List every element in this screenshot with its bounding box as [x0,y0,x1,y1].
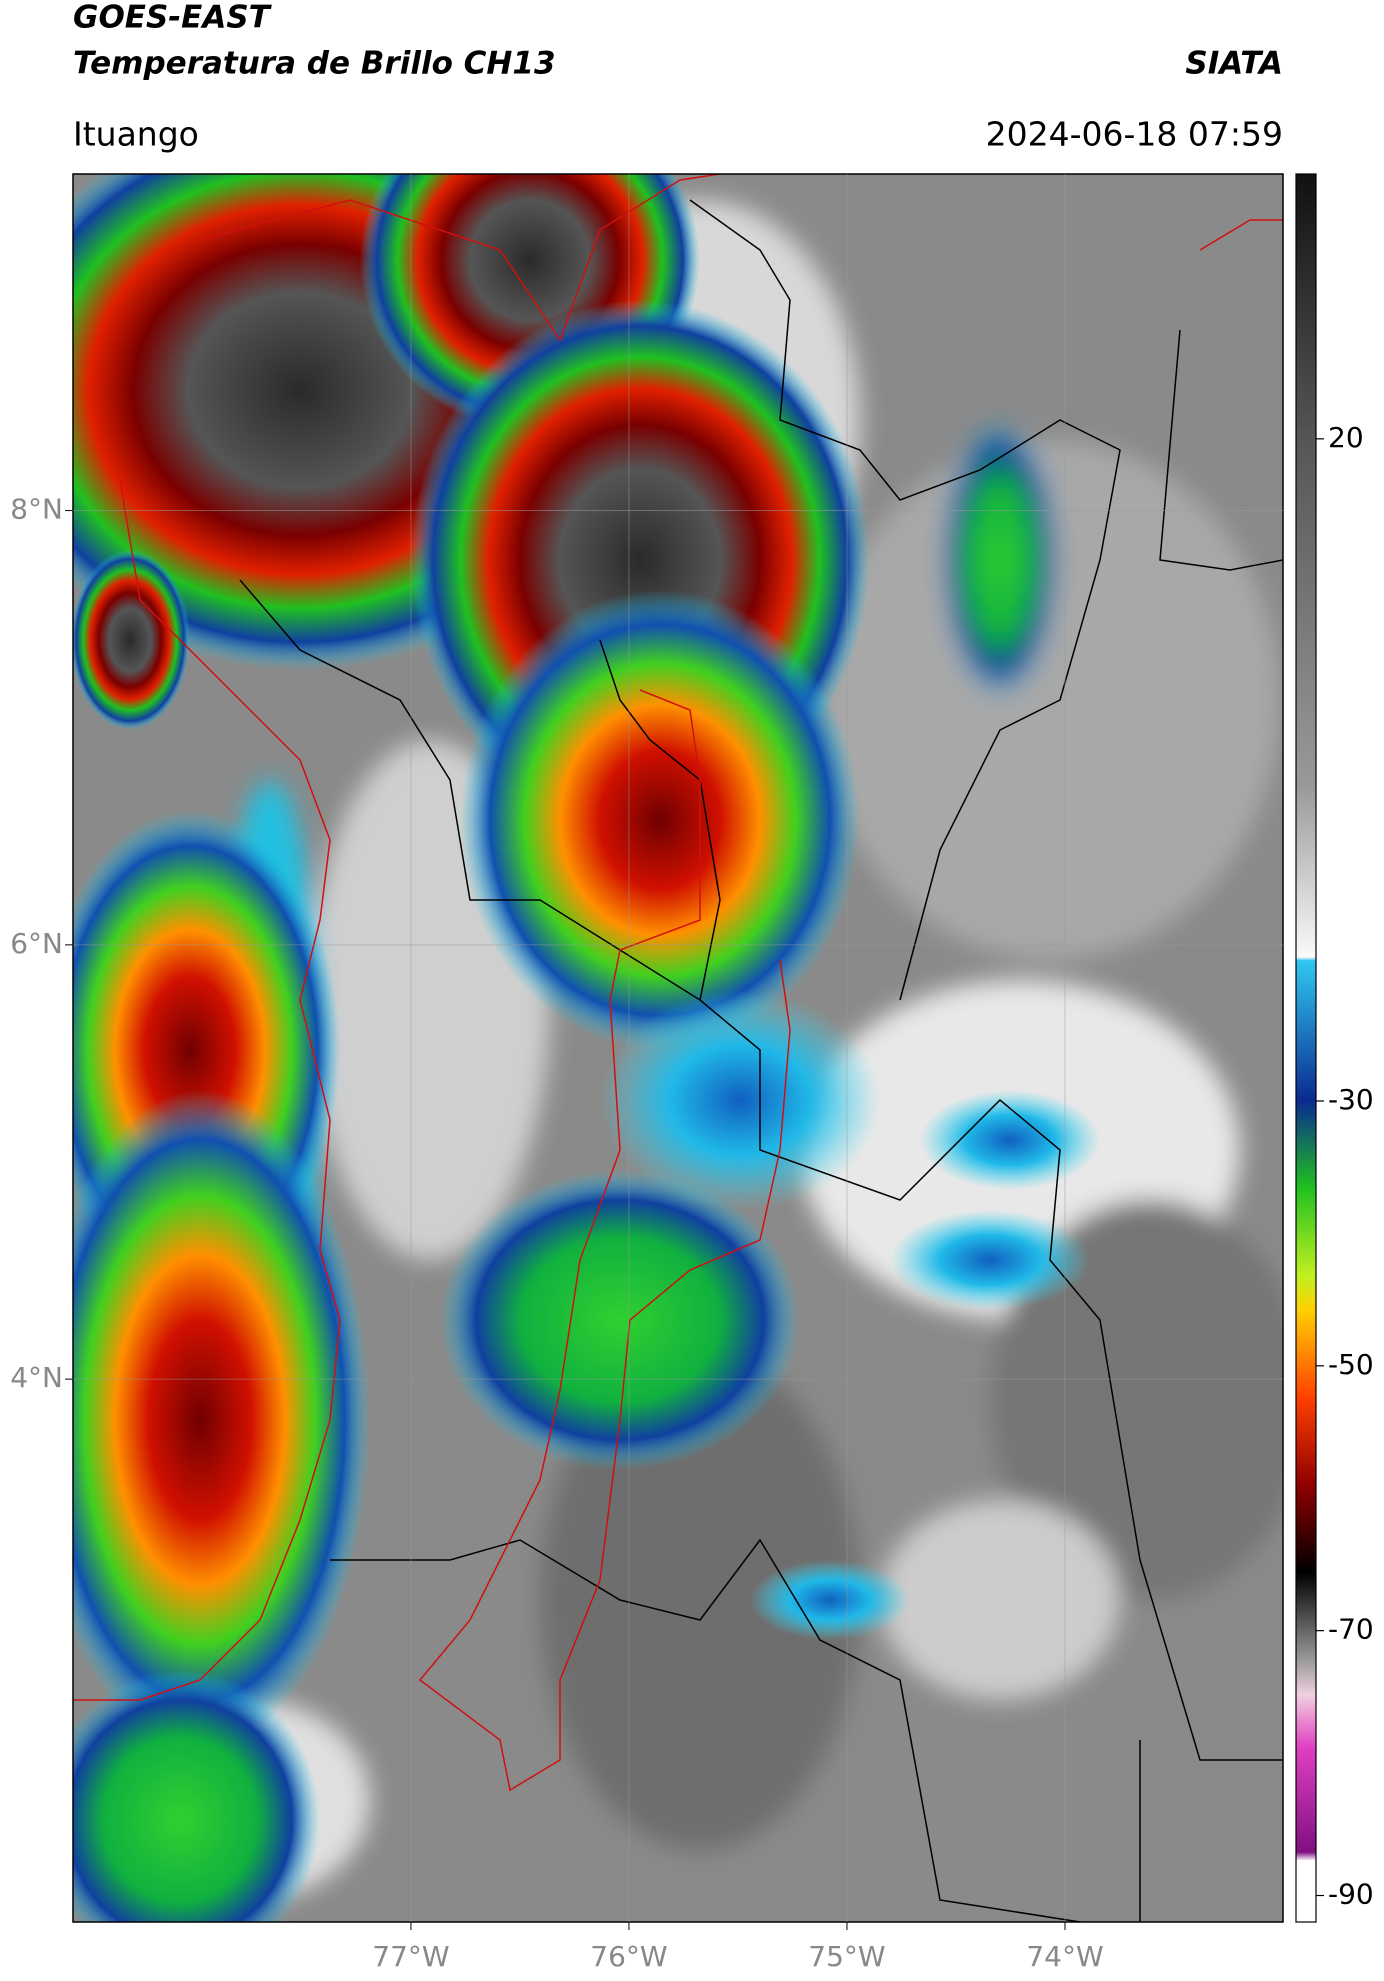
colorbar-tick-label: -70 [1328,1613,1374,1646]
y-tick-label: 8°N [10,493,63,526]
map-frame [72,173,1284,1923]
x-tick-label: 75°W [808,1940,885,1973]
subtitle: Temperatura de Brillo CH13 [73,46,556,82]
satellite-image [73,174,1283,1922]
colorbar-tick-label: -30 [1328,1083,1374,1116]
colorbar-tick-label: -90 [1328,1878,1374,1911]
x-tick-label: 76°W [590,1940,667,1973]
x-tick-label: 77°W [372,1940,449,1973]
colorbar [1295,173,1317,1923]
y-tick-label: 6°N [10,927,63,960]
y-tick-label: 4°N [10,1361,63,1394]
colorbar-tick-label: -50 [1328,1348,1374,1381]
location: Ituango [73,115,199,154]
x-tick-label: 74°W [1026,1940,1103,1973]
datetime: 2024-06-18 07:59 [986,115,1283,154]
brand: SIATA [1185,46,1283,82]
colorbar-tick-label: 20 [1328,421,1364,454]
title: GOES-EAST [73,0,273,36]
